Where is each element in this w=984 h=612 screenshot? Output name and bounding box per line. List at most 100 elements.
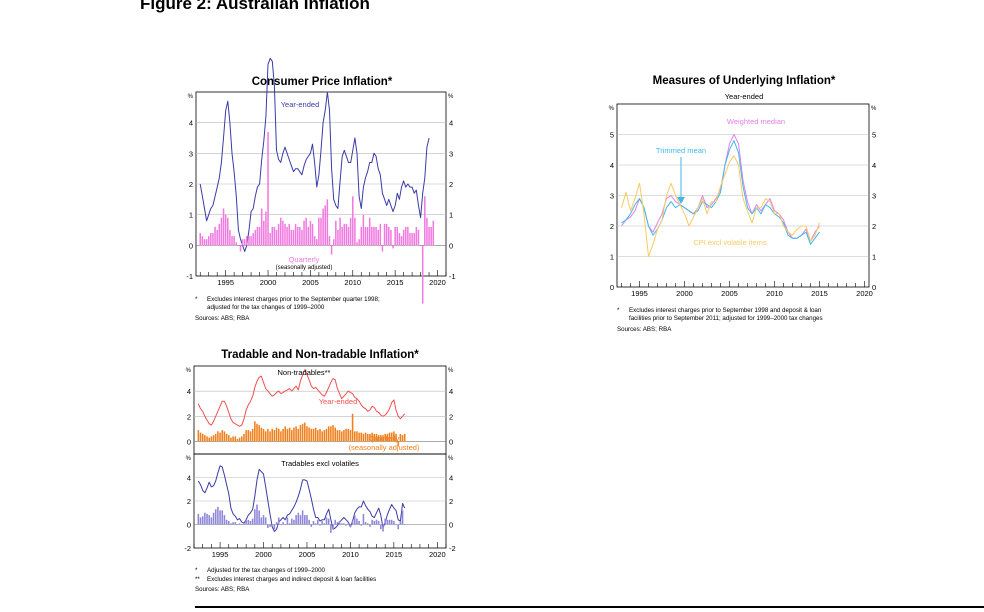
nontradables-bar bbox=[197, 430, 200, 442]
tradables-bar bbox=[325, 517, 328, 525]
cpi-bar bbox=[290, 230, 293, 246]
cpi-bar bbox=[307, 226, 310, 246]
nontradables-series-line bbox=[197, 369, 406, 427]
cpi-bar bbox=[218, 223, 221, 246]
cpi-bar bbox=[415, 226, 418, 246]
tradables-ytick-left: 0 bbox=[187, 521, 191, 530]
nontradables-bar bbox=[304, 422, 306, 442]
cpi-bar bbox=[241, 239, 244, 246]
tradables-bar bbox=[247, 519, 250, 525]
tradables-bar bbox=[367, 523, 369, 525]
nontradables-bar bbox=[312, 428, 315, 442]
tradables-bar bbox=[351, 520, 354, 525]
nontradables-bar bbox=[286, 428, 289, 442]
nontradables-ytick-left: 2 bbox=[187, 412, 191, 421]
nontradables-bar bbox=[336, 430, 339, 442]
cpi-ytick-right: 4 bbox=[449, 119, 453, 128]
tradables-bar bbox=[267, 524, 269, 529]
tradables-bar bbox=[271, 524, 273, 526]
underlying-ytick-right: 2 bbox=[872, 222, 876, 231]
nontradables-bar bbox=[284, 426, 287, 442]
tradable-note-1-marker: * bbox=[195, 567, 198, 574]
nontradables-bar bbox=[290, 430, 293, 442]
tradables-ytick-left: 4 bbox=[187, 474, 191, 483]
nontradables-bar bbox=[327, 426, 330, 442]
tradables-bar bbox=[221, 510, 224, 525]
nontradables-bar bbox=[347, 428, 350, 442]
nontradables-bar bbox=[332, 425, 334, 442]
cpi-bar bbox=[239, 245, 242, 252]
tradables-panel-label: Tradables excl volatiles bbox=[281, 459, 359, 468]
nontradables-bar bbox=[388, 432, 391, 442]
cpi-bar bbox=[227, 217, 229, 246]
tradables-bar bbox=[277, 517, 280, 525]
nontradables-bar bbox=[264, 431, 267, 442]
nontradables-ytick-left: 4 bbox=[187, 387, 191, 396]
tradables-ytick-left: -2 bbox=[184, 544, 191, 553]
tradables-bar bbox=[369, 524, 371, 527]
tradables-bar bbox=[358, 520, 360, 525]
cpi-bar bbox=[326, 199, 329, 246]
nontradables-label-year-ended: Year-ended bbox=[319, 397, 358, 406]
cpi-bar bbox=[404, 226, 407, 246]
nontradables-bar bbox=[271, 428, 273, 442]
nontradables-bar bbox=[353, 431, 356, 442]
nontradables-bar bbox=[349, 430, 352, 442]
cpi-bar bbox=[392, 245, 394, 249]
nontradables-bar bbox=[273, 430, 276, 442]
tradables-bar bbox=[380, 524, 382, 530]
cpi-bar bbox=[345, 223, 348, 246]
underlying-ytick-left: 4 bbox=[610, 161, 614, 170]
nontradables-bar bbox=[227, 435, 230, 442]
cpi-bar bbox=[303, 220, 305, 246]
nontradables-bar bbox=[297, 428, 300, 442]
cpi-bar bbox=[424, 196, 426, 246]
nontradables-ytick-right: 2 bbox=[449, 412, 453, 421]
cpi-bar bbox=[373, 226, 375, 246]
underlying-label-trimmed-mean: Trimmed mean bbox=[656, 146, 706, 155]
tradables-bar bbox=[304, 515, 306, 525]
cpi-xtick-label: 1995 bbox=[217, 278, 234, 287]
tradables-bar bbox=[269, 524, 271, 527]
cpi-bar bbox=[231, 236, 233, 246]
nontradables-bar bbox=[208, 437, 210, 442]
cpi-ytick-right: 2 bbox=[449, 180, 453, 189]
underlying-subtitle: Year-ended bbox=[724, 92, 764, 101]
nontradables-bar bbox=[360, 432, 363, 442]
cpi-bar bbox=[277, 223, 280, 246]
tradables-bar bbox=[360, 524, 363, 526]
tradables-bar bbox=[249, 520, 252, 525]
tradables-ytick-right: 2 bbox=[449, 497, 453, 506]
tradables-bar bbox=[238, 523, 241, 525]
cpi-bar bbox=[212, 233, 214, 246]
page-bottom-rule bbox=[195, 606, 984, 608]
nontradables-bar bbox=[371, 432, 373, 442]
tradables-ytick-right: -2 bbox=[449, 544, 456, 553]
tradables-bar bbox=[236, 524, 239, 526]
cpi-ytick-left: 3 bbox=[189, 149, 193, 158]
tradables-bar bbox=[301, 510, 304, 525]
tradables-bar bbox=[230, 523, 232, 525]
underlying-ytick-right: 0 bbox=[872, 283, 876, 292]
tradables-bar bbox=[395, 524, 397, 526]
tradable-note-2-marker: ** bbox=[195, 576, 200, 583]
cpi-ytick-left: -1 bbox=[186, 272, 193, 281]
tradables-bar bbox=[210, 517, 213, 525]
underlying-series-line bbox=[621, 155, 820, 257]
tradables-bar bbox=[349, 524, 352, 527]
tradables-bar bbox=[382, 524, 384, 532]
nontradables-bar bbox=[323, 430, 326, 442]
cpi-bar bbox=[269, 233, 271, 246]
nontradables-bar bbox=[325, 428, 328, 442]
tradables-ytick-right: 0 bbox=[449, 521, 453, 530]
tradables-bar bbox=[264, 517, 267, 525]
tradables-bar bbox=[297, 512, 300, 525]
tradables-bar bbox=[327, 518, 330, 525]
cpi-bar bbox=[335, 220, 337, 246]
cpi-bar bbox=[243, 239, 246, 246]
cpi-bar bbox=[337, 230, 339, 246]
nontradables-bar bbox=[375, 433, 378, 442]
nontradables-bar bbox=[251, 428, 254, 442]
nontradables-bar bbox=[201, 433, 204, 442]
tradables-bar bbox=[390, 519, 393, 525]
